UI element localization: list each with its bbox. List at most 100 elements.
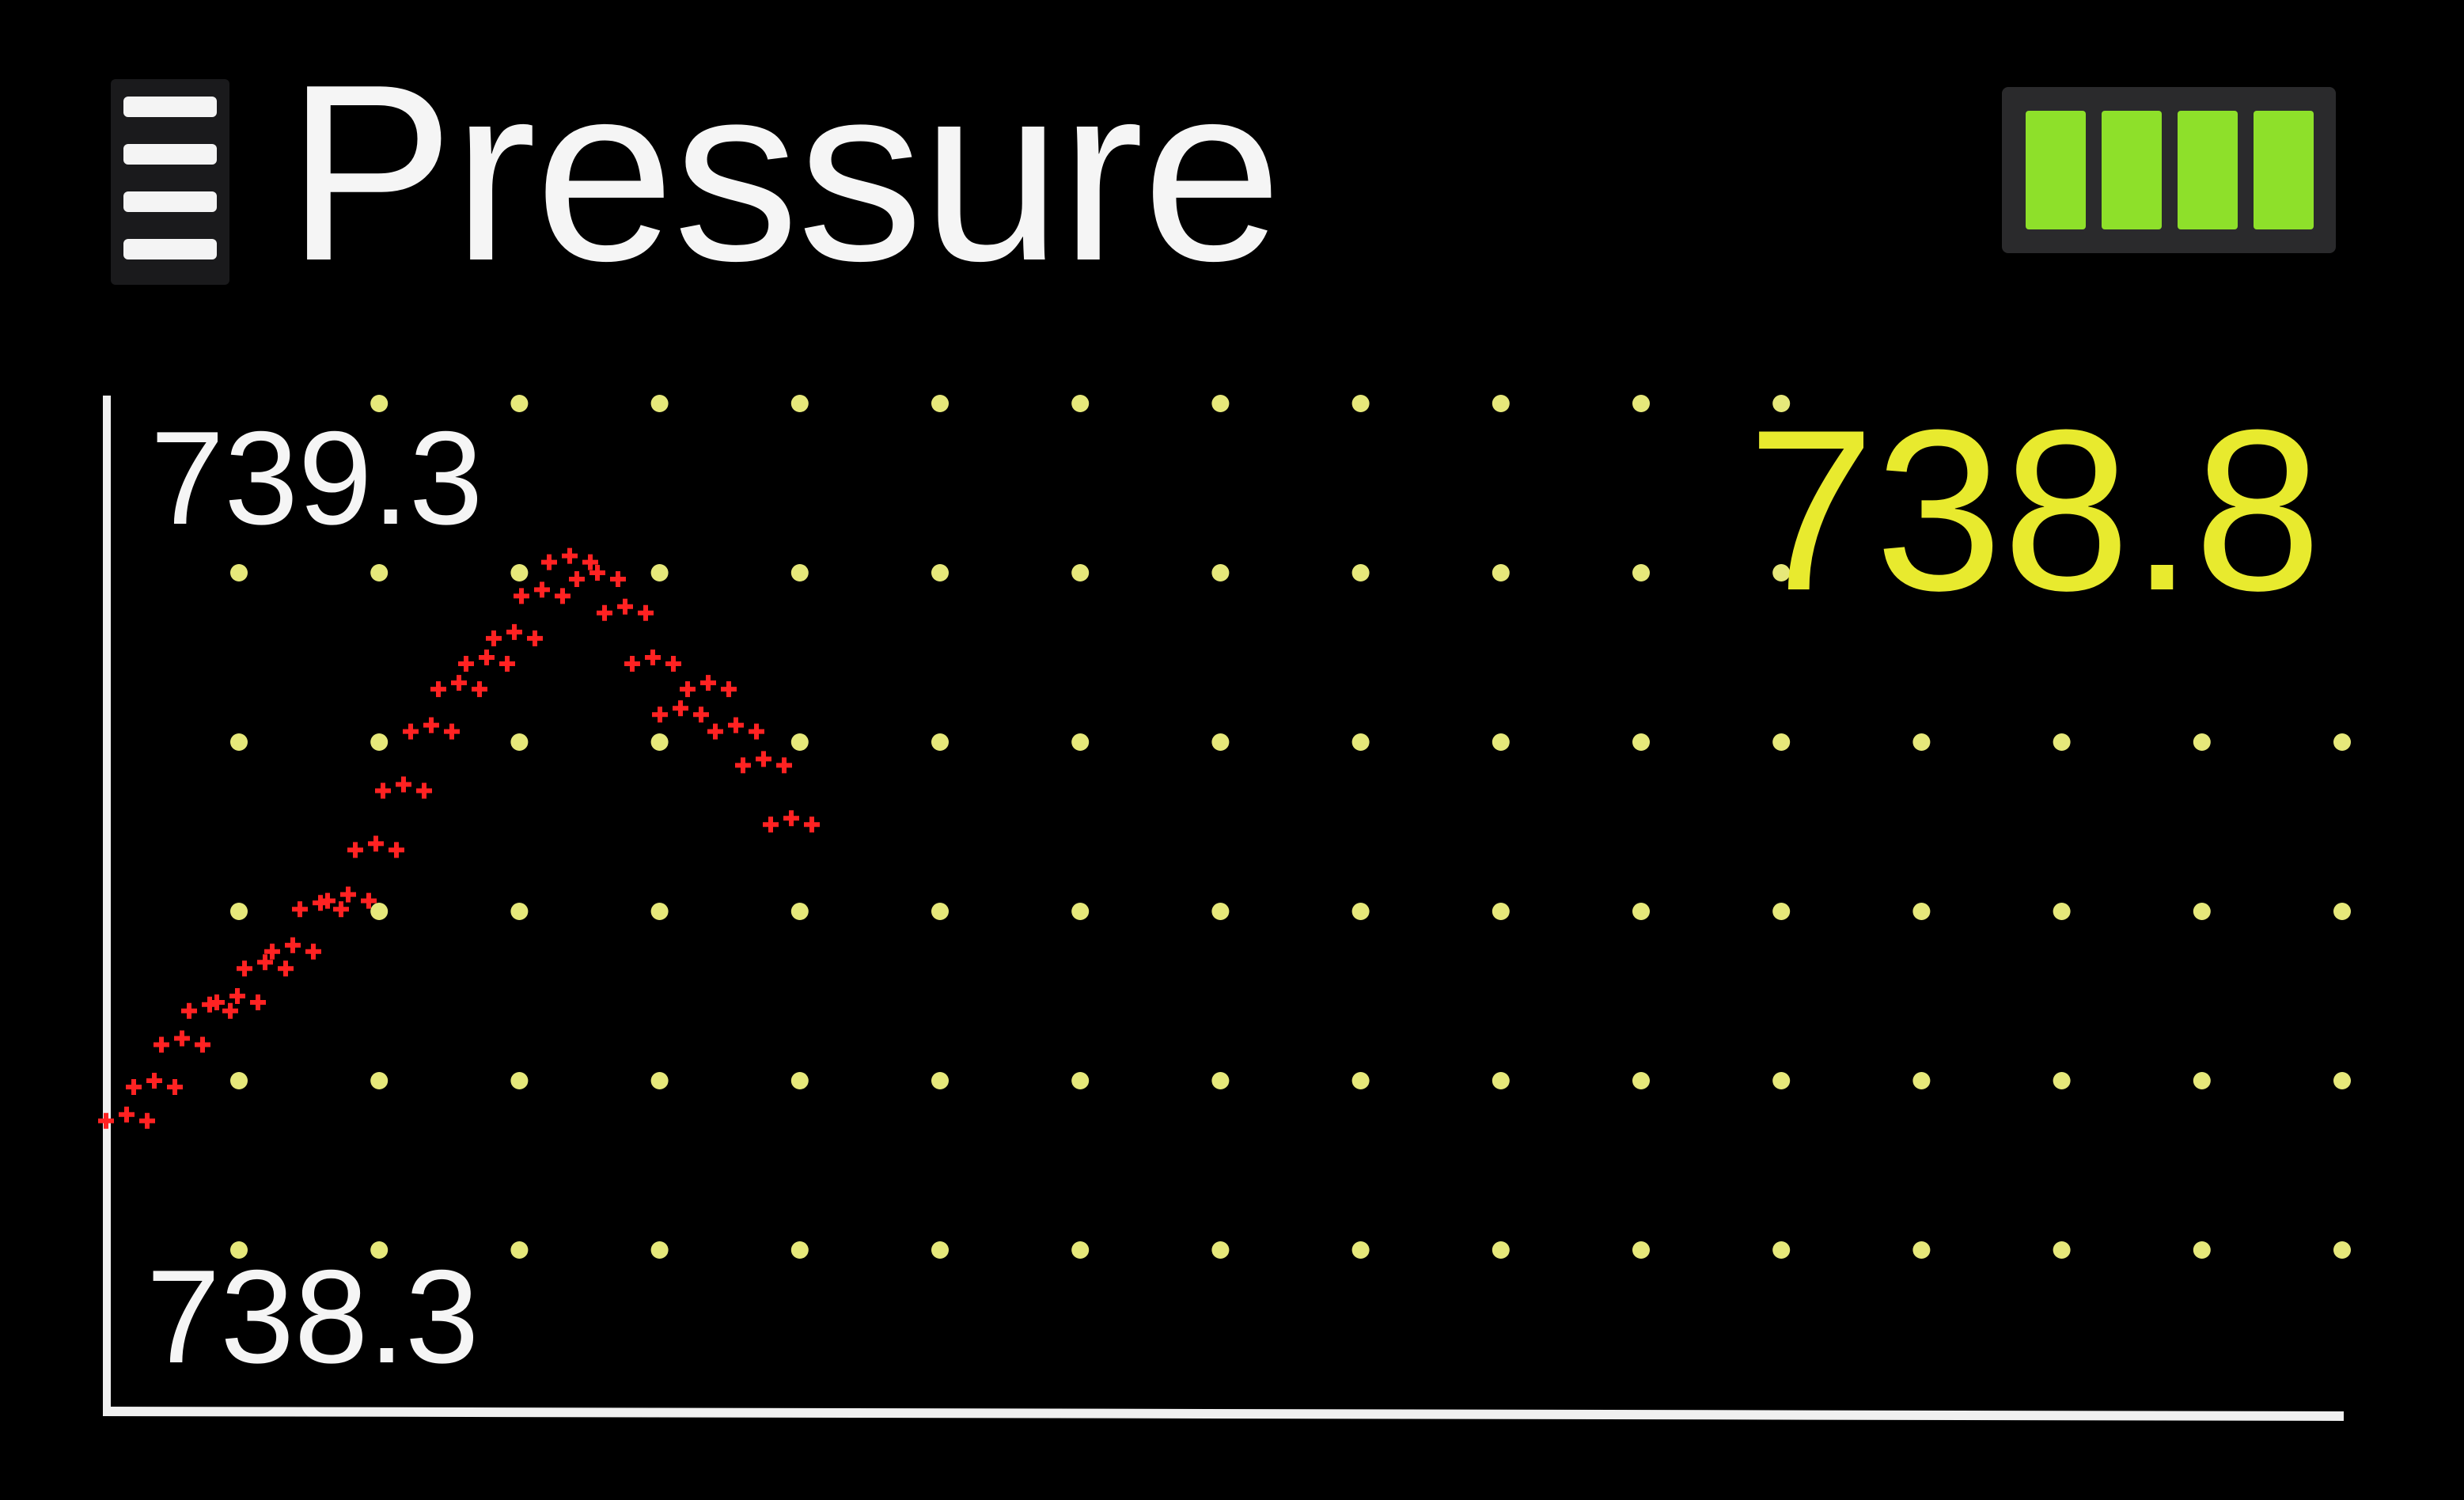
grid-dot: [1772, 395, 1791, 412]
grid-dot: [1492, 1072, 1510, 1089]
grid-dot: [230, 903, 248, 920]
grid-dot: [1071, 1241, 1090, 1259]
grid-dot: [1351, 395, 1370, 412]
grid-dot: [230, 564, 248, 581]
data-point: [375, 776, 432, 799]
data-point: [735, 751, 792, 774]
grid-dot: [650, 1072, 669, 1089]
y-max-label: 739.3: [150, 403, 483, 552]
grid-dot: [1351, 1072, 1370, 1089]
data-point: [347, 835, 404, 858]
grid-dot: [370, 1241, 389, 1259]
battery-cell: [2026, 111, 2086, 229]
grid-dot: [1632, 903, 1650, 920]
grid-dot: [230, 1241, 248, 1259]
data-point: [763, 810, 820, 833]
page-title: Pressure: [286, 32, 1282, 313]
grid-dot: [510, 733, 529, 751]
grid-dot: [1211, 733, 1230, 751]
grid-dot: [1632, 564, 1650, 581]
battery-cell: [2102, 111, 2162, 229]
grid-dot: [790, 1241, 809, 1259]
grid-dot: [931, 1072, 949, 1089]
grid-dot: [230, 733, 248, 751]
grid-dot: [2193, 903, 2211, 920]
grid-dot: [2053, 733, 2071, 751]
current-value: 738.8: [1747, 382, 2322, 638]
grid-dot: [650, 733, 669, 751]
grid-dot: [1211, 1241, 1230, 1259]
grid-dot: [931, 395, 949, 412]
data-point: [680, 675, 737, 698]
grid-dot: [510, 1241, 529, 1259]
grid-dot: [2333, 1241, 2351, 1259]
data-point: [486, 623, 543, 646]
grid-dot: [1632, 733, 1650, 751]
grid-dot: [790, 903, 809, 920]
battery-cell: [2178, 111, 2238, 229]
grid-dot: [1772, 1072, 1791, 1089]
grid-dot: [1071, 564, 1090, 581]
data-point: [320, 886, 377, 909]
grid-dot: [1492, 733, 1510, 751]
x-axis: [102, 1407, 2345, 1421]
data-point: [237, 954, 294, 977]
grid-dot: [370, 1072, 389, 1089]
grid-dot: [1071, 903, 1090, 920]
grid-dot: [1211, 564, 1230, 581]
grid-dot: [1772, 903, 1791, 920]
menu-icon-bar: [123, 239, 217, 259]
grid-dot: [1492, 395, 1510, 412]
grid-dot: [370, 733, 389, 751]
grid-dot: [1912, 733, 1931, 751]
grid-dot: [1772, 733, 1791, 751]
data-point: [541, 547, 598, 570]
grid-dot: [790, 564, 809, 581]
grid-dot: [510, 903, 529, 920]
data-point: [154, 1030, 210, 1053]
grid-dot: [1211, 1072, 1230, 1089]
grid-dot: [230, 1072, 248, 1089]
data-point: [403, 717, 460, 740]
grid-dot: [931, 733, 949, 751]
grid-dot: [2333, 1072, 2351, 1089]
grid-dot: [2053, 1241, 2071, 1259]
y-min-label: 738.3: [146, 1242, 480, 1391]
grid-dot: [2053, 1072, 2071, 1089]
grid-dot: [1632, 1241, 1650, 1259]
menu-icon-bar: [123, 144, 217, 165]
data-point: [707, 717, 764, 740]
grid-dot: [1351, 1241, 1370, 1259]
grid-dot: [1211, 903, 1230, 920]
grid-dots: [230, 395, 2351, 1259]
grid-dot: [790, 1072, 809, 1089]
grid-dot: [650, 1241, 669, 1259]
grid-dot: [510, 1072, 529, 1089]
grid-dot: [2053, 903, 2071, 920]
grid-dot: [1351, 903, 1370, 920]
grid-dot: [370, 395, 389, 412]
grid-dot: [2193, 1241, 2211, 1259]
grid-dot: [1492, 564, 1510, 581]
menu-icon[interactable]: [111, 79, 229, 285]
data-point: [209, 988, 266, 1010]
grid-dot: [1632, 395, 1650, 412]
grid-dot: [931, 564, 949, 581]
grid-dot: [790, 733, 809, 751]
grid-dot: [370, 903, 389, 920]
grid-dot: [1071, 395, 1090, 412]
data-point: [652, 700, 709, 723]
grid-dot: [510, 564, 529, 581]
grid-dot: [650, 564, 669, 581]
grid-dot: [931, 903, 949, 920]
grid-dot: [2193, 733, 2211, 751]
grid-dot: [1071, 1072, 1090, 1089]
grid-dot: [2333, 733, 2351, 751]
grid-dot: [1912, 1241, 1931, 1259]
grid-dot: [1071, 733, 1090, 751]
grid-dot: [2193, 1072, 2211, 1089]
battery-cell: [2254, 111, 2314, 229]
grid-dot: [1772, 564, 1791, 581]
